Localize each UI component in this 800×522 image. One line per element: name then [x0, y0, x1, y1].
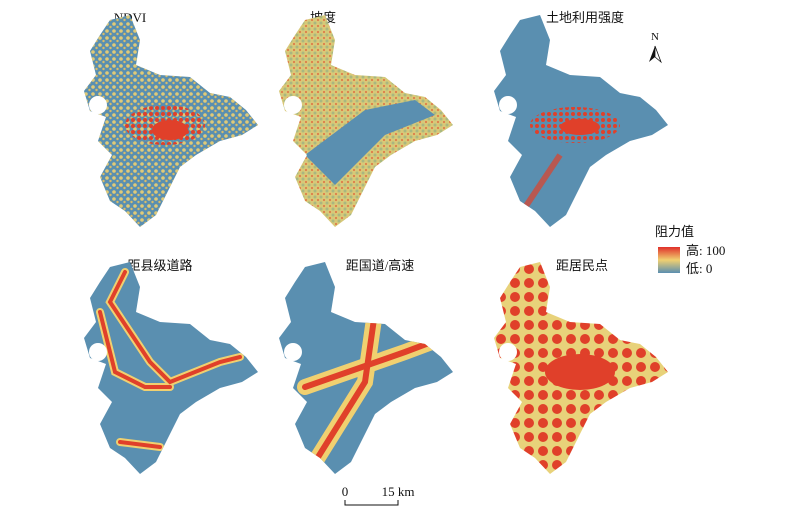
north-label: N — [651, 31, 659, 43]
legend-high: 高: 100 — [686, 243, 725, 258]
legend-low: 低: 0 — [686, 261, 712, 276]
scale-start: 0 — [342, 484, 349, 499]
scale-bar: 0 15 km — [342, 484, 415, 506]
north-arrow: N — [649, 31, 662, 64]
map-panel — [494, 262, 668, 474]
map-panel — [279, 262, 453, 474]
panel-title: 距国道/高速 — [346, 258, 415, 273]
map-panel — [279, 15, 453, 227]
panel-title: 距县级道路 — [127, 258, 192, 273]
panel-title: 土地利用强度 — [546, 10, 624, 25]
map-panel — [84, 15, 258, 227]
legend-title: 阻力值 — [655, 224, 694, 239]
scale-end: 15 km — [382, 484, 415, 499]
map-panel — [494, 15, 668, 227]
map-panel — [84, 262, 258, 474]
panel-title: 距居民点 — [556, 258, 608, 273]
legend-gradient — [658, 247, 680, 273]
legend: 阻力值 高: 100 低: 0 — [655, 224, 725, 276]
